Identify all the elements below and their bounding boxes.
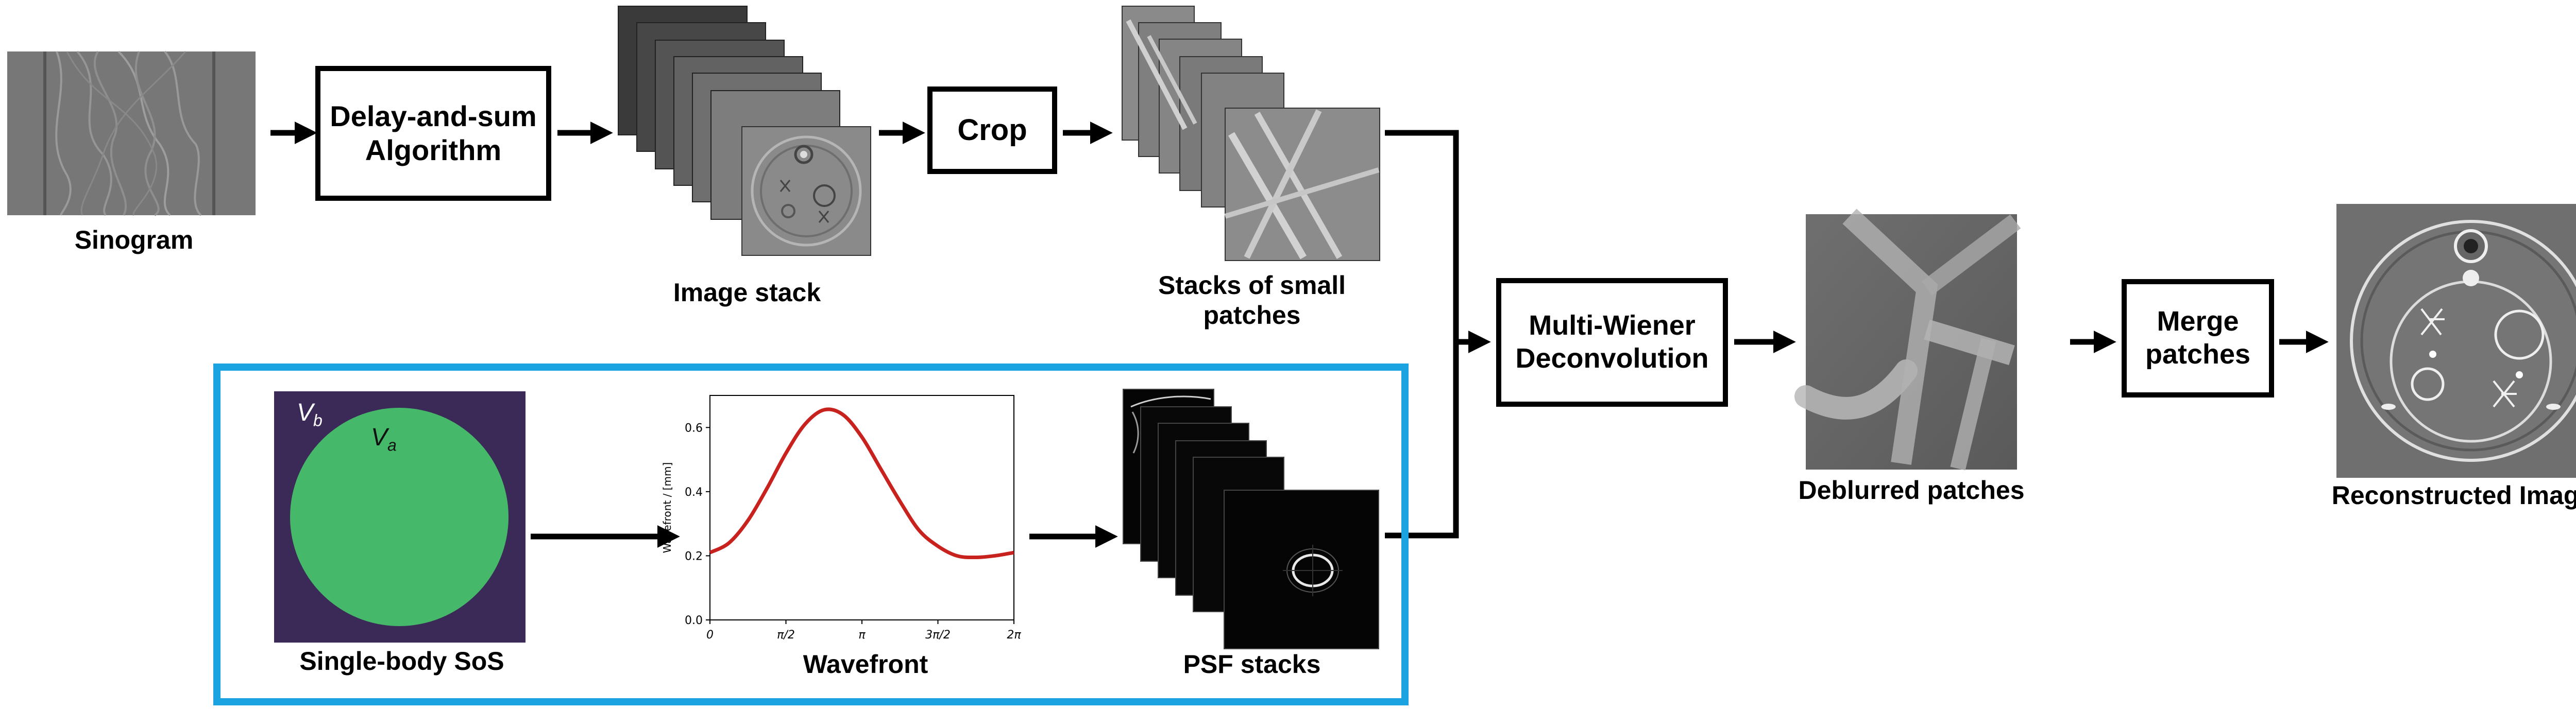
sinogram-caption: Sinogram	[74, 226, 194, 254]
deblurred-patches-image	[1794, 209, 2021, 471]
psf-model-frame	[213, 364, 1409, 705]
small-patches-caption: Stacks of small patches	[1108, 271, 1396, 330]
multi-wiener-line1: Multi-Wiener	[1529, 310, 1696, 341]
vb-symbol: V	[297, 399, 314, 426]
reconstructed-caption: Reconstructed Image	[2331, 481, 2576, 510]
va-label: Va	[371, 423, 397, 455]
merge-line1: Merge	[2157, 306, 2239, 337]
small-patches-caption-line2: patches	[1203, 300, 1301, 330]
image-stack-images	[618, 6, 871, 256]
image-stack-caption: Image stack	[673, 278, 821, 307]
va-subscript: a	[387, 436, 397, 455]
flow-arrows	[270, 122, 2329, 548]
psf-caption: PSF stacks	[1183, 650, 1321, 679]
sinogram-image	[7, 50, 256, 216]
small-patches-caption-line1: Stacks of small	[1158, 271, 1346, 300]
psf-stacks-images	[1123, 389, 1379, 649]
wavefront-curve	[709, 407, 1014, 560]
reconstructed-image-picture	[2336, 204, 2576, 478]
x-tick-label: π	[858, 629, 866, 642]
y-tick-label: 0.4	[685, 486, 703, 499]
crop-label: Crop	[957, 113, 1027, 147]
y-tick-label: 0.6	[685, 422, 703, 435]
multi-wiener-box: Multi-Wiener Deconvolution	[1496, 278, 1728, 407]
deblurred-caption: Deblurred patches	[1798, 476, 2025, 505]
wavefront-plot-area	[709, 395, 1014, 620]
y-tick-label: 0.2	[685, 550, 703, 563]
arrow-merge-bus	[1385, 130, 1459, 539]
va-symbol: V	[371, 424, 388, 451]
wavefront-caption: Wavefront	[803, 650, 928, 679]
vb-label: Vb	[297, 399, 323, 430]
crop-box: Crop	[927, 87, 1057, 174]
delay-and-sum-box: Delay-and-sum Algorithm	[315, 66, 551, 201]
merge-patches-box: Merge patches	[2122, 279, 2274, 397]
merge-line2: patches	[2145, 339, 2251, 370]
sos-caption: Single-body SoS	[299, 647, 504, 676]
single-body-sos-image	[274, 391, 526, 643]
y-tick-label: 0.0	[685, 614, 703, 627]
x-tick-label: π/2	[777, 629, 795, 642]
x-tick-label: 3π/2	[925, 629, 951, 642]
vb-subscript: b	[313, 411, 323, 430]
multi-wiener-line2: Deconvolution	[1515, 343, 1709, 374]
x-tick-label: 0	[706, 629, 714, 642]
small-patches-images	[1122, 6, 1380, 261]
x-tick-label: 2π	[1007, 629, 1021, 642]
delay-and-sum-line1: Delay-and-sum	[330, 99, 537, 132]
delay-and-sum-line2: Algorithm	[365, 134, 502, 166]
